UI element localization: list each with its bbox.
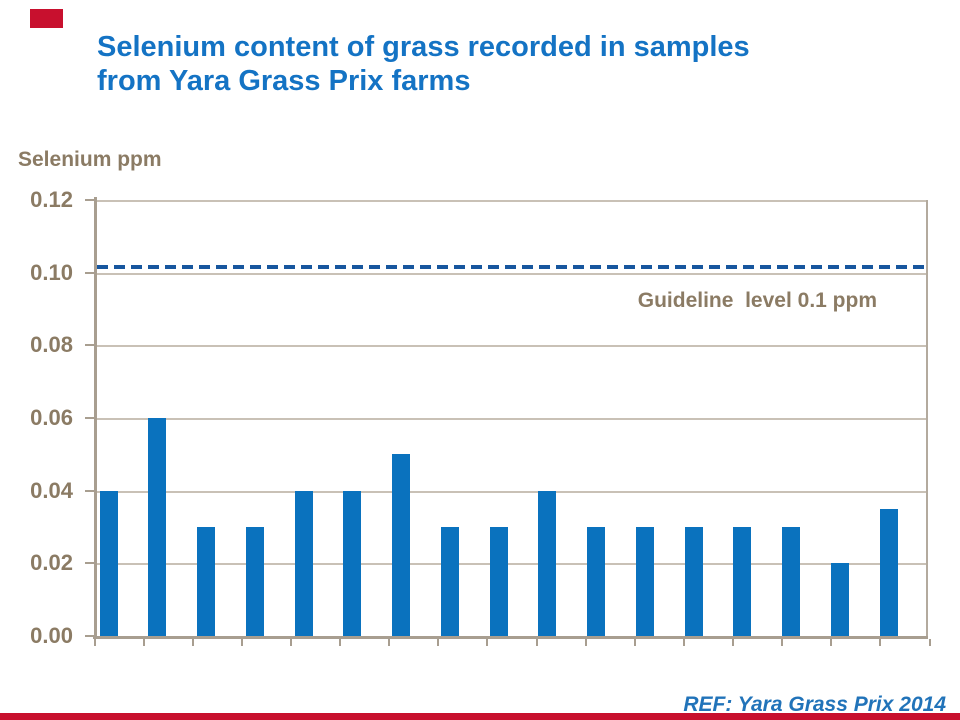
y-axis-tick	[85, 635, 95, 637]
x-axis-tick	[191, 639, 194, 646]
bar	[440, 527, 459, 636]
y-axis-tick	[85, 417, 95, 419]
guideline-dashed-line	[97, 264, 926, 269]
y-axis-tick	[85, 271, 95, 274]
x-axis-tick	[388, 639, 391, 646]
chart-title-line2: from Yara Grass Prix farms	[97, 65, 471, 97]
y-axis-title: Selenium ppm	[18, 148, 162, 171]
red-footer-strip	[0, 713, 960, 720]
bar	[392, 454, 411, 636]
y-axis-tick	[85, 199, 95, 201]
bar	[879, 508, 898, 636]
x-axis-line	[93, 636, 928, 639]
y-axis-tick-label: 0.12	[30, 187, 73, 212]
bar	[587, 527, 606, 636]
gridline	[97, 345, 926, 348]
reference-text: REF: Yara Grass Prix 2014	[683, 693, 946, 716]
x-axis-tick	[142, 639, 145, 646]
y-axis-tick-label: 0.10	[30, 259, 73, 285]
plot-right-border	[926, 200, 928, 636]
y-axis-tick-label: 0.00	[30, 623, 73, 648]
chart-title-line1: Selenium content of grass recorded in sa…	[97, 31, 750, 63]
y-axis-tick	[85, 344, 95, 347]
bar	[684, 527, 703, 636]
bar	[538, 490, 557, 636]
x-axis-tick	[486, 639, 489, 646]
y-axis-tick-label: 0.08	[30, 332, 73, 358]
y-axis-tick-label: 0.06	[30, 405, 73, 430]
gridline	[97, 418, 926, 420]
y-axis-line	[94, 197, 97, 639]
x-axis-tick	[240, 639, 243, 646]
bar	[830, 563, 849, 636]
bar	[635, 527, 654, 636]
y-axis-tick	[85, 562, 95, 565]
red-accent-badge	[30, 9, 63, 28]
plot-area: Guideline level 0.1 ppm	[97, 200, 926, 636]
x-axis-tick	[781, 639, 784, 646]
x-axis-tick	[289, 639, 292, 646]
y-axis-tick-label: 0.02	[30, 550, 73, 576]
y-axis-tick	[85, 489, 95, 492]
bar	[733, 527, 752, 636]
x-axis-tick	[535, 639, 538, 646]
guideline-label: Guideline level 0.1 ppm	[637, 289, 877, 312]
bar	[197, 527, 216, 636]
x-axis-tick	[682, 639, 685, 646]
bar	[782, 527, 801, 636]
bar	[489, 527, 508, 636]
x-axis-tick	[732, 639, 735, 646]
x-axis-tick	[93, 639, 96, 646]
bar	[99, 490, 118, 636]
y-axis-tick-label: 0.04	[30, 477, 73, 503]
bar	[343, 490, 362, 636]
gridline	[97, 490, 926, 493]
bar	[294, 490, 313, 636]
gridline	[97, 200, 926, 202]
x-axis-tick	[928, 639, 931, 646]
x-axis-tick	[879, 639, 882, 646]
gridline	[97, 272, 926, 275]
x-axis-tick	[830, 639, 833, 646]
x-axis-tick	[584, 639, 587, 646]
bar	[148, 418, 167, 636]
x-axis-tick	[437, 639, 440, 646]
x-axis-tick	[633, 639, 636, 646]
gridline	[97, 563, 926, 566]
x-axis-tick	[339, 639, 342, 646]
bar	[245, 527, 264, 636]
chart-title: Selenium content of grass recorded in sa…	[97, 30, 857, 98]
